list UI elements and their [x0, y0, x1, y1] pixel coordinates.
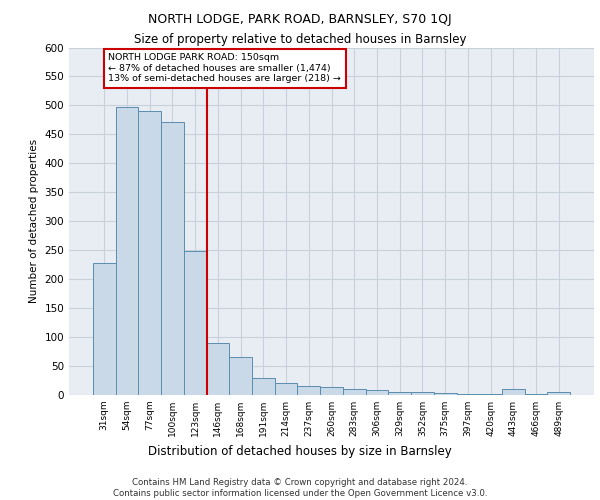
Text: Distribution of detached houses by size in Barnsley: Distribution of detached houses by size …: [148, 444, 452, 458]
Bar: [524, 394, 547, 395]
Bar: [320, 387, 343, 395]
Bar: [365, 390, 388, 395]
Bar: [547, 392, 570, 395]
Bar: [252, 378, 275, 395]
Text: Contains HM Land Registry data © Crown copyright and database right 2024.
Contai: Contains HM Land Registry data © Crown c…: [113, 478, 487, 498]
Bar: [275, 384, 298, 395]
Bar: [411, 392, 434, 395]
Text: NORTH LODGE PARK ROAD: 150sqm
← 87% of detached houses are smaller (1,474)
13% o: NORTH LODGE PARK ROAD: 150sqm ← 87% of d…: [109, 54, 341, 83]
Text: NORTH LODGE, PARK ROAD, BARNSLEY, S70 1QJ: NORTH LODGE, PARK ROAD, BARNSLEY, S70 1Q…: [148, 12, 452, 26]
Bar: [479, 394, 502, 395]
Bar: [161, 122, 184, 395]
Bar: [388, 392, 411, 395]
Bar: [298, 386, 320, 395]
Y-axis label: Number of detached properties: Number of detached properties: [29, 139, 39, 304]
Bar: [206, 343, 229, 395]
Bar: [229, 358, 252, 395]
Text: Size of property relative to detached houses in Barnsley: Size of property relative to detached ho…: [134, 32, 466, 46]
Bar: [139, 111, 161, 395]
Bar: [434, 394, 457, 395]
Bar: [184, 252, 206, 395]
Bar: [502, 389, 524, 395]
Bar: [343, 389, 365, 395]
Bar: [93, 263, 116, 395]
Bar: [457, 394, 479, 395]
Bar: [116, 107, 139, 395]
